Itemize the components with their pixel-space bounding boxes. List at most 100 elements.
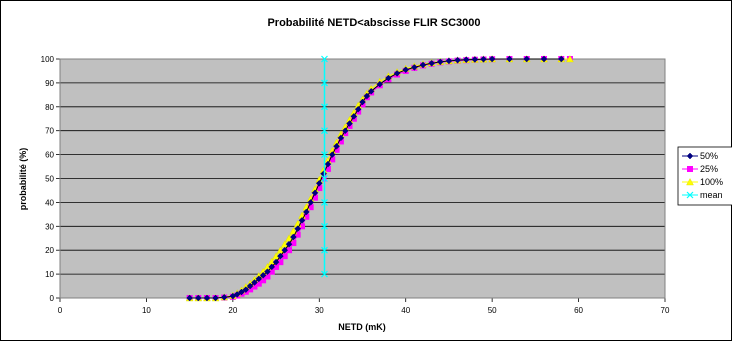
data-point-50pct [402, 66, 410, 74]
legend-label-25pct: 25% [700, 164, 718, 174]
chart-title: Probabilité NETD<abscisse FLIR SC3000 [267, 17, 480, 29]
data-point-50pct [272, 258, 280, 266]
data-point-50pct [341, 127, 349, 135]
data-point-25pct [277, 259, 284, 266]
data-point-25pct [307, 204, 314, 211]
data-point-25pct [273, 263, 280, 270]
data-point-25pct [320, 175, 327, 182]
x-tick-label: 60 [574, 306, 583, 315]
data-point-50pct [302, 208, 310, 216]
data-point-mean [321, 222, 328, 230]
y-axis-label: probabilité (%) [18, 148, 28, 211]
data-point-25pct [290, 240, 297, 247]
data-point-mean [321, 198, 328, 206]
data-point-25pct [251, 283, 258, 290]
data-point-50pct [298, 216, 306, 224]
data-point-50pct [445, 57, 453, 65]
data-point-50pct [376, 80, 384, 88]
data-point-25pct [337, 138, 344, 145]
data-point-50pct [324, 160, 332, 168]
data-point-100pct [566, 55, 574, 63]
data-point-50pct [259, 271, 267, 279]
legend-marker-50pct [686, 152, 694, 160]
data-point-50pct [354, 105, 362, 113]
data-point-50pct [194, 294, 202, 302]
data-point-50pct [359, 98, 366, 106]
data-point-50pct [212, 294, 219, 302]
data-point-mean [321, 127, 328, 135]
data-point-50pct [277, 252, 284, 260]
data-point-mean [321, 175, 328, 182]
data-point-50pct [488, 55, 496, 63]
y-tick-label: 40 [45, 198, 54, 207]
data-point-mean [321, 246, 328, 254]
data-point-50pct [328, 151, 336, 158]
data-point-50pct [540, 55, 548, 63]
data-point-50pct [264, 268, 271, 276]
data-point-25pct [324, 165, 331, 172]
y-tick-label: 70 [45, 127, 54, 136]
data-point-50pct [285, 240, 293, 248]
data-point-25pct [329, 156, 336, 163]
data-point-50pct [290, 233, 297, 241]
data-point-25pct [311, 194, 318, 201]
data-point-50pct [350, 113, 358, 120]
data-point-50pct [307, 199, 314, 206]
x-tick-label: 20 [228, 306, 237, 315]
data-point-mean [321, 270, 328, 278]
data-point-50pct [428, 59, 435, 67]
data-point-50pct [333, 142, 340, 150]
y-tick-label: 0 [50, 294, 55, 303]
x-tick-label: 10 [142, 306, 151, 315]
data-point-50pct [436, 58, 444, 66]
data-point-50pct [557, 55, 565, 63]
data-point-50pct [462, 56, 470, 64]
data-point-50pct [454, 56, 461, 64]
data-point-50pct [238, 288, 245, 296]
legend-label-100pct: 100% [700, 177, 723, 187]
data-point-50pct [393, 69, 401, 77]
data-point-25pct [303, 213, 310, 220]
x-tick-label: 0 [58, 306, 63, 315]
data-point-50pct [242, 286, 250, 293]
data-point-25pct [299, 223, 305, 230]
data-point-50pct [294, 225, 302, 233]
data-point-25pct [316, 185, 323, 192]
legend-label-50pct: 50% [700, 151, 718, 161]
data-point-50pct [251, 279, 258, 286]
data-point-25pct [260, 277, 267, 284]
data-point-50pct [523, 55, 531, 63]
x-tick-label: 50 [488, 306, 497, 315]
data-point-50pct [246, 282, 254, 290]
y-tick-label: 30 [45, 222, 54, 231]
data-point-mean [321, 103, 328, 111]
y-tick-label: 50 [45, 175, 54, 184]
data-point-25pct [286, 247, 293, 254]
data-point-50pct [281, 246, 289, 254]
y-tick-label: 10 [45, 270, 54, 279]
x-tick-label: 30 [315, 306, 324, 315]
data-point-50pct [255, 275, 263, 283]
data-point-50pct [203, 294, 211, 302]
data-point-50pct [480, 55, 487, 63]
legend-label-mean: mean [700, 190, 723, 200]
y-tick-label: 100 [41, 55, 55, 64]
legend-marker-25pct [687, 166, 693, 172]
data-point-50pct [419, 61, 427, 69]
data-point-50pct [337, 134, 345, 142]
legend: 50% 25% 100% mean [677, 146, 732, 206]
data-point-50pct [186, 294, 193, 302]
data-point-25pct [281, 253, 288, 260]
data-point-50pct [363, 92, 371, 100]
data-point-50pct [411, 64, 418, 71]
legend-marker-mean [686, 191, 694, 199]
data-point-50pct [346, 120, 353, 127]
x-axis-label: NETD (mK) [338, 322, 386, 332]
data-point-50pct [367, 87, 375, 95]
data-point-50pct [506, 55, 513, 63]
data-point-mean [321, 151, 328, 159]
data-point-50pct [471, 56, 479, 63]
y-tick-label: 90 [45, 79, 54, 88]
data-point-50pct [220, 293, 228, 301]
